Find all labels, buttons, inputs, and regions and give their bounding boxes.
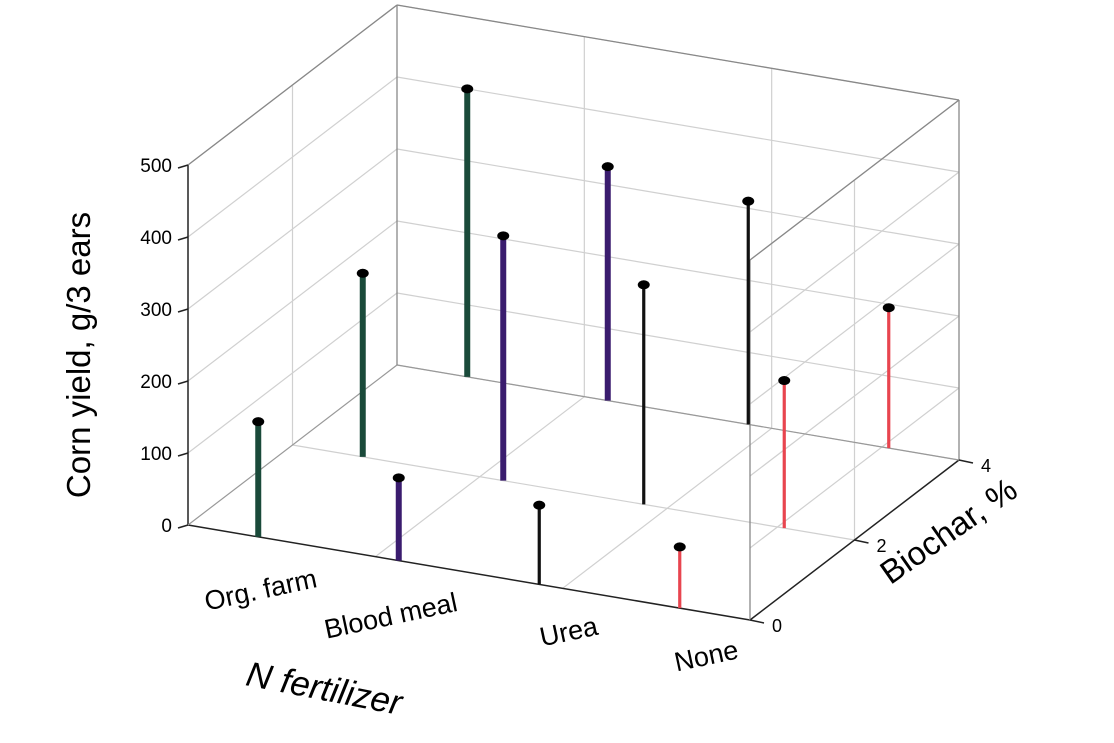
y-tick-label: 4 bbox=[981, 456, 991, 476]
axis-labels: Corn yield, g/3 ears N fertilizer Biocha… bbox=[60, 156, 1024, 723]
axes-frame bbox=[177, 4, 974, 624]
z-tick-label: 300 bbox=[140, 300, 172, 321]
grid-lines bbox=[187, 4, 960, 589]
z-tick-label: 0 bbox=[161, 516, 172, 537]
data-point-marker bbox=[497, 231, 510, 241]
data-point-marker bbox=[637, 280, 650, 290]
back-wall-grid-line bbox=[396, 76, 960, 173]
floor-grid-line bbox=[292, 444, 855, 541]
y-axis-title: Biochar, % bbox=[873, 470, 1023, 591]
z-tick-mark bbox=[177, 164, 189, 169]
y-tick-label: 2 bbox=[877, 536, 887, 556]
z-tick-mark bbox=[177, 380, 189, 385]
z-tick-label: 100 bbox=[140, 444, 172, 465]
data-point-marker bbox=[742, 196, 755, 206]
z-tick-label: 400 bbox=[140, 228, 172, 249]
back-wall-grid-line bbox=[396, 220, 960, 317]
z-tick-mark bbox=[177, 452, 189, 457]
z-tick-mark bbox=[177, 308, 189, 313]
x-tick-label: Blood meal bbox=[322, 587, 460, 644]
y-tick-mark bbox=[854, 539, 869, 544]
x-tick-label: None bbox=[672, 635, 741, 678]
data-point-marker bbox=[778, 376, 791, 386]
data-point-marker bbox=[392, 473, 405, 483]
data-point-marker bbox=[461, 84, 474, 94]
z-tick-label: 500 bbox=[140, 156, 172, 177]
top-edge bbox=[187, 4, 398, 166]
data-point-marker bbox=[252, 417, 265, 427]
data-point-marker bbox=[601, 162, 614, 172]
x-axis-title: N fertilizer bbox=[243, 655, 406, 724]
z-tick-mark bbox=[177, 236, 189, 241]
top-edge bbox=[396, 4, 960, 101]
top-edge bbox=[749, 99, 960, 261]
data-point-marker bbox=[882, 303, 895, 313]
y-tick-label: 0 bbox=[772, 616, 782, 636]
data-point-marker bbox=[356, 268, 369, 278]
y-tick-mark bbox=[749, 619, 765, 624]
y-tick-mark bbox=[958, 459, 974, 464]
data-point-marker bbox=[533, 500, 546, 510]
back-wall-grid-line bbox=[396, 148, 960, 245]
z-tick-label: 200 bbox=[140, 372, 172, 393]
back-wall-grid-line bbox=[396, 292, 960, 389]
x-tick-label: Org. farm bbox=[202, 563, 320, 616]
floor-edge bbox=[396, 364, 960, 461]
x-tick-label: Urea bbox=[537, 611, 601, 653]
data-point-marker bbox=[673, 542, 686, 552]
data-stems bbox=[252, 84, 895, 609]
z-axis-title: Corn yield, g/3 ears bbox=[60, 212, 97, 498]
x-axis-line bbox=[187, 524, 751, 621]
z-tick-mark bbox=[177, 524, 189, 529]
